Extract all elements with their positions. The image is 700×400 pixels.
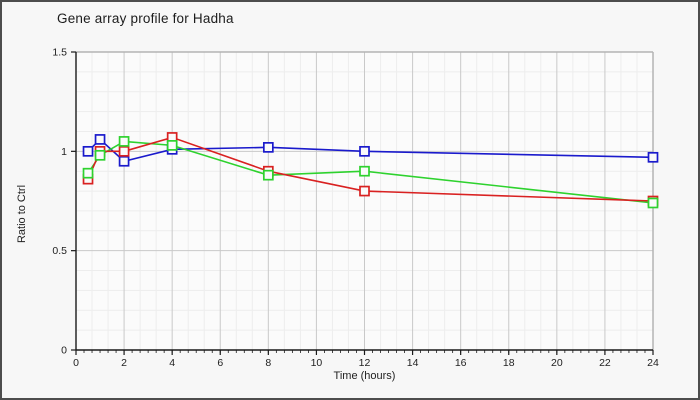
x-tick-label: 4 bbox=[169, 357, 175, 369]
y-tick-label: 0.5 bbox=[52, 245, 67, 257]
x-tick-label: 22 bbox=[599, 357, 611, 369]
x-tick-label: 20 bbox=[551, 357, 563, 369]
x-tick-label: 18 bbox=[503, 357, 515, 369]
x-tick-label: 2 bbox=[121, 357, 127, 369]
series-blue-marker bbox=[118, 155, 130, 167]
x-tick-label: 8 bbox=[265, 357, 271, 369]
series-blue-marker bbox=[359, 145, 370, 157]
x-tick-label: 16 bbox=[455, 357, 467, 369]
x-tick-label: 0 bbox=[73, 357, 79, 369]
series-blue-marker bbox=[262, 142, 274, 153]
series-green-marker bbox=[647, 197, 659, 209]
series-red-marker bbox=[118, 145, 130, 157]
series-blue-marker bbox=[94, 134, 106, 145]
series-blue-marker bbox=[647, 151, 659, 163]
x-tick-label: 10 bbox=[311, 357, 323, 369]
x-tick-label: 24 bbox=[647, 357, 659, 369]
series-blue-marker bbox=[82, 145, 94, 157]
series-green-marker bbox=[359, 165, 370, 177]
x-tick-label: 12 bbox=[359, 357, 371, 369]
chart-title: Gene array profile for Hadha bbox=[57, 11, 234, 26]
y-axis-title: Ratio to Ctrl bbox=[16, 184, 28, 244]
series-green-marker bbox=[262, 169, 274, 181]
y-tick-label: 1 bbox=[61, 146, 67, 158]
series-green-marker bbox=[118, 136, 130, 147]
series-green-marker bbox=[166, 140, 178, 151]
x-tick-label: 14 bbox=[407, 357, 419, 369]
y-tick-label: 0 bbox=[61, 345, 67, 357]
series-red-marker bbox=[359, 185, 370, 197]
y-tick-label: 1.5 bbox=[52, 47, 67, 59]
series-green-marker bbox=[94, 149, 106, 161]
x-tick-label: 6 bbox=[217, 357, 223, 369]
x-axis-title: Time (hours) bbox=[333, 370, 396, 382]
series-green-marker bbox=[82, 167, 94, 179]
